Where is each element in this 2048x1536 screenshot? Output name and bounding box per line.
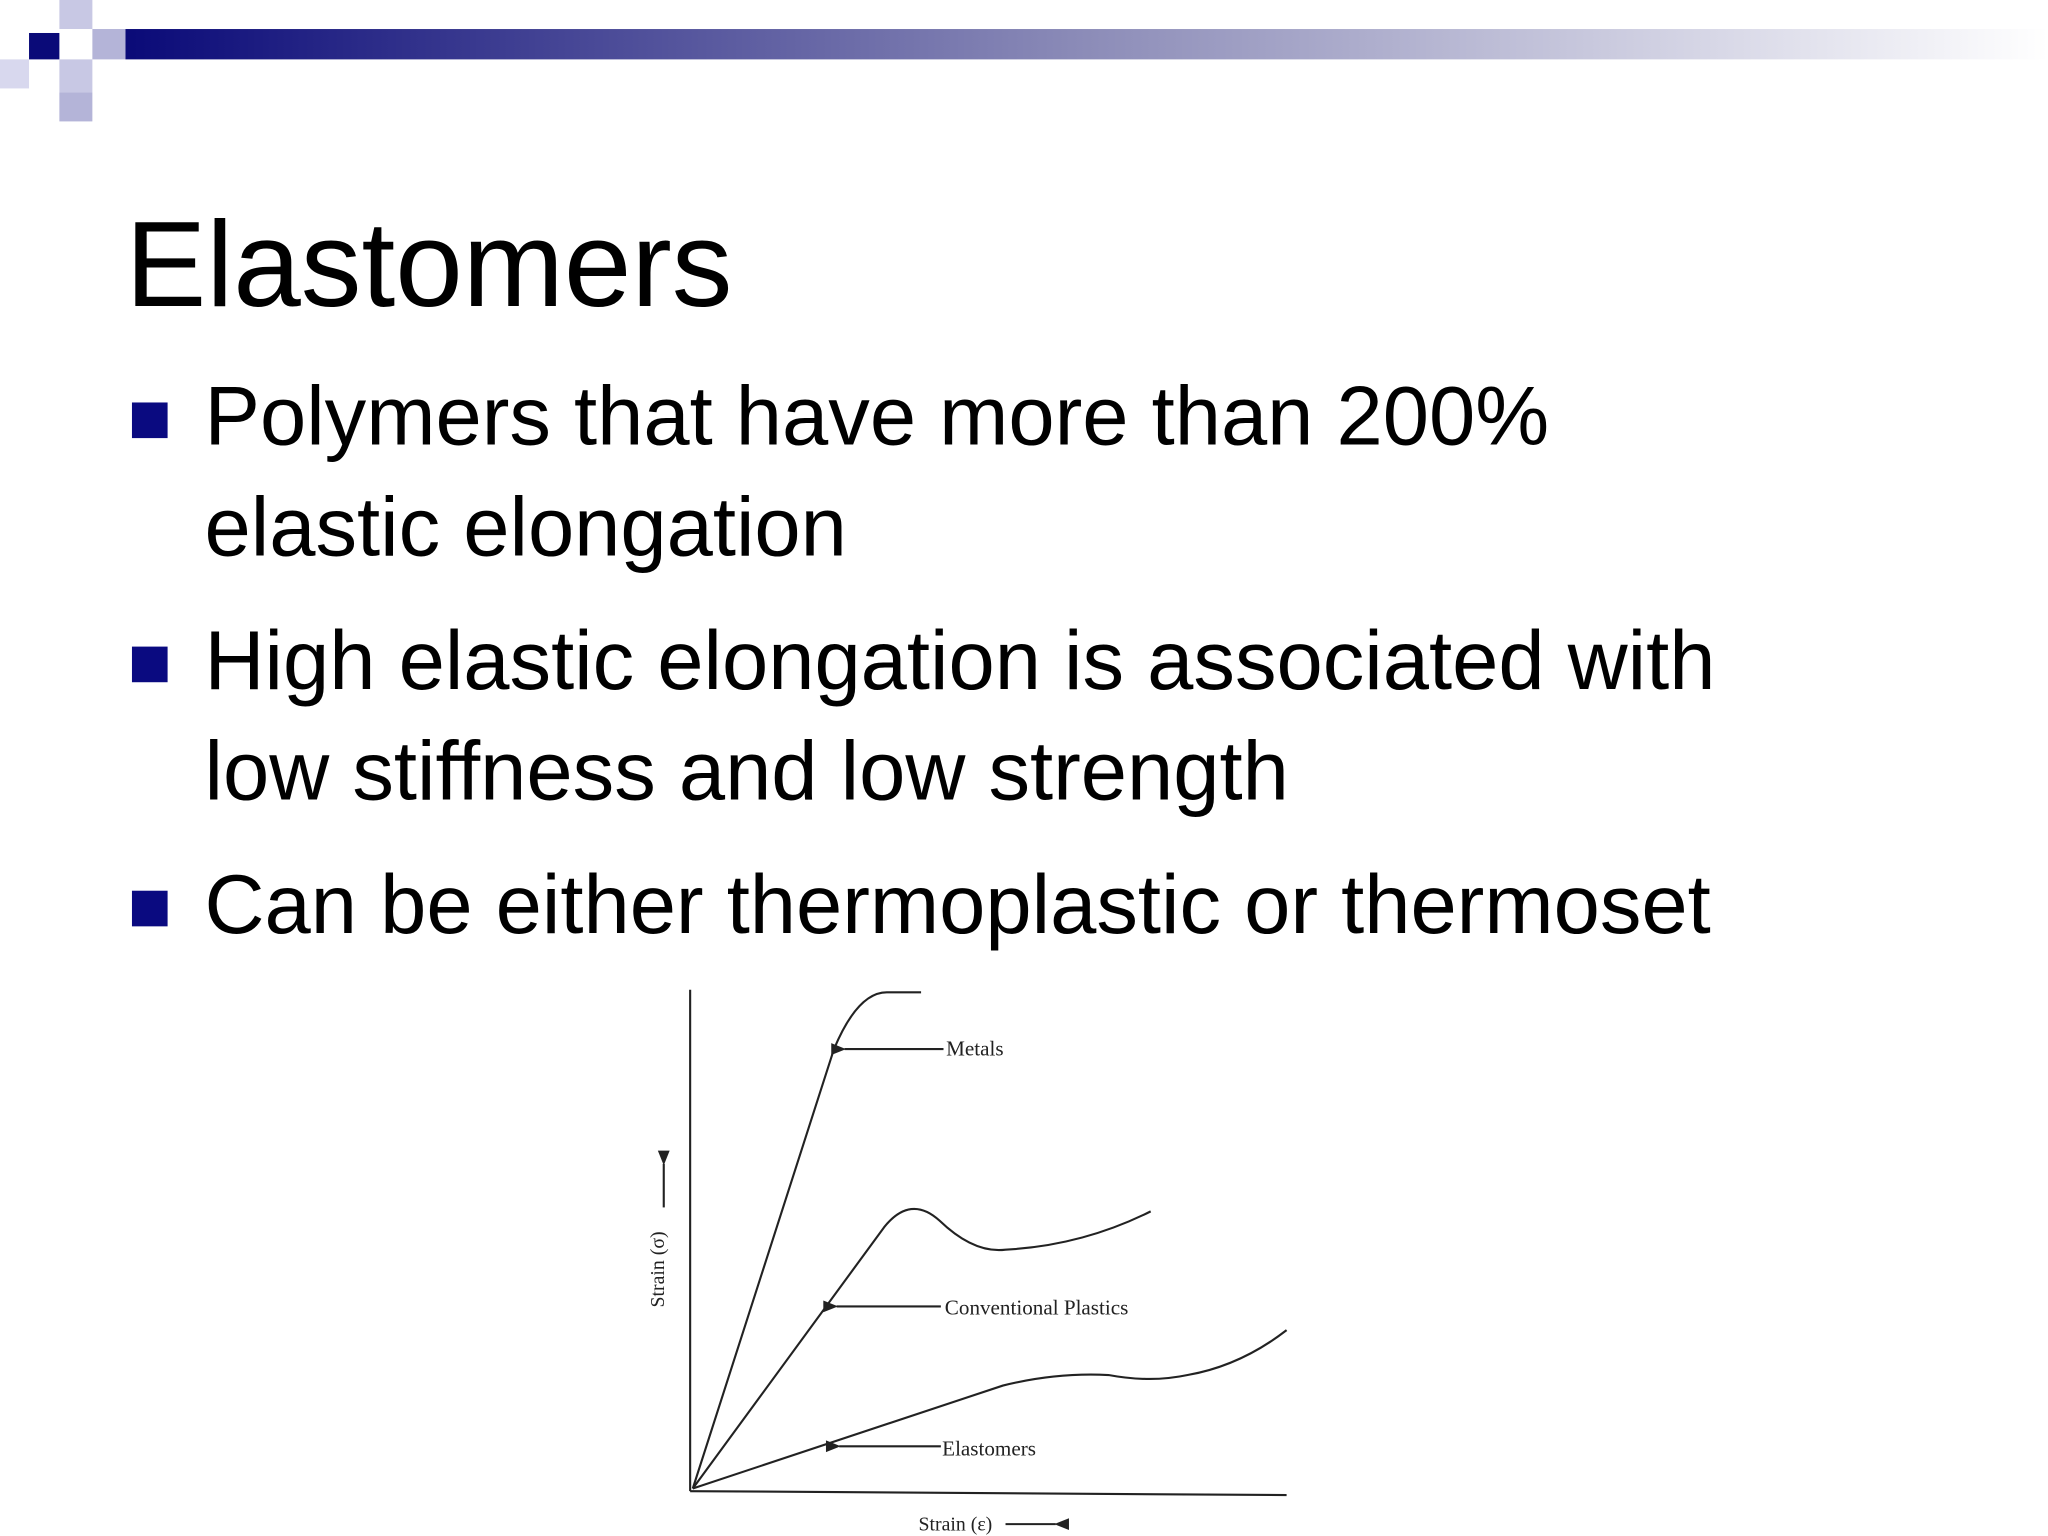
bullet-list: Polymers that have more than 200% elastic… <box>131 370 1716 951</box>
metals-curve <box>691 991 922 1489</box>
x-axis-label: Strain (ε) <box>919 1514 993 1536</box>
elastomers-curve <box>692 1329 1288 1490</box>
bullet-text: Can be either thermoplastic or thermoset <box>205 858 1711 951</box>
y-axis-label: Strain (σ) <box>647 1231 669 1307</box>
bullet-text: low stiffness and low strength <box>205 725 1289 818</box>
bullet-marker <box>131 402 168 439</box>
curve-label: Elastomers <box>942 1437 1036 1461</box>
header-decoration <box>0 0 2048 122</box>
plastics-curve <box>691 1207 1152 1490</box>
x-axis <box>690 1490 1287 1497</box>
curve-label: Conventional Plastics <box>945 1295 1129 1319</box>
bullet-text: Polymers that have more than 200% <box>205 370 1550 463</box>
stress-strain-figure: Metals Conventional Plastics Elastomers … <box>647 989 1288 1536</box>
slide-title: Elastomers <box>125 196 732 332</box>
bullet-marker <box>131 890 168 927</box>
bullet-marker <box>131 646 168 683</box>
curve-label: Metals <box>946 1037 1003 1061</box>
bullet-text: elastic elongation <box>205 481 847 574</box>
bullet-text: High elastic elongation is associated wi… <box>205 614 1716 707</box>
